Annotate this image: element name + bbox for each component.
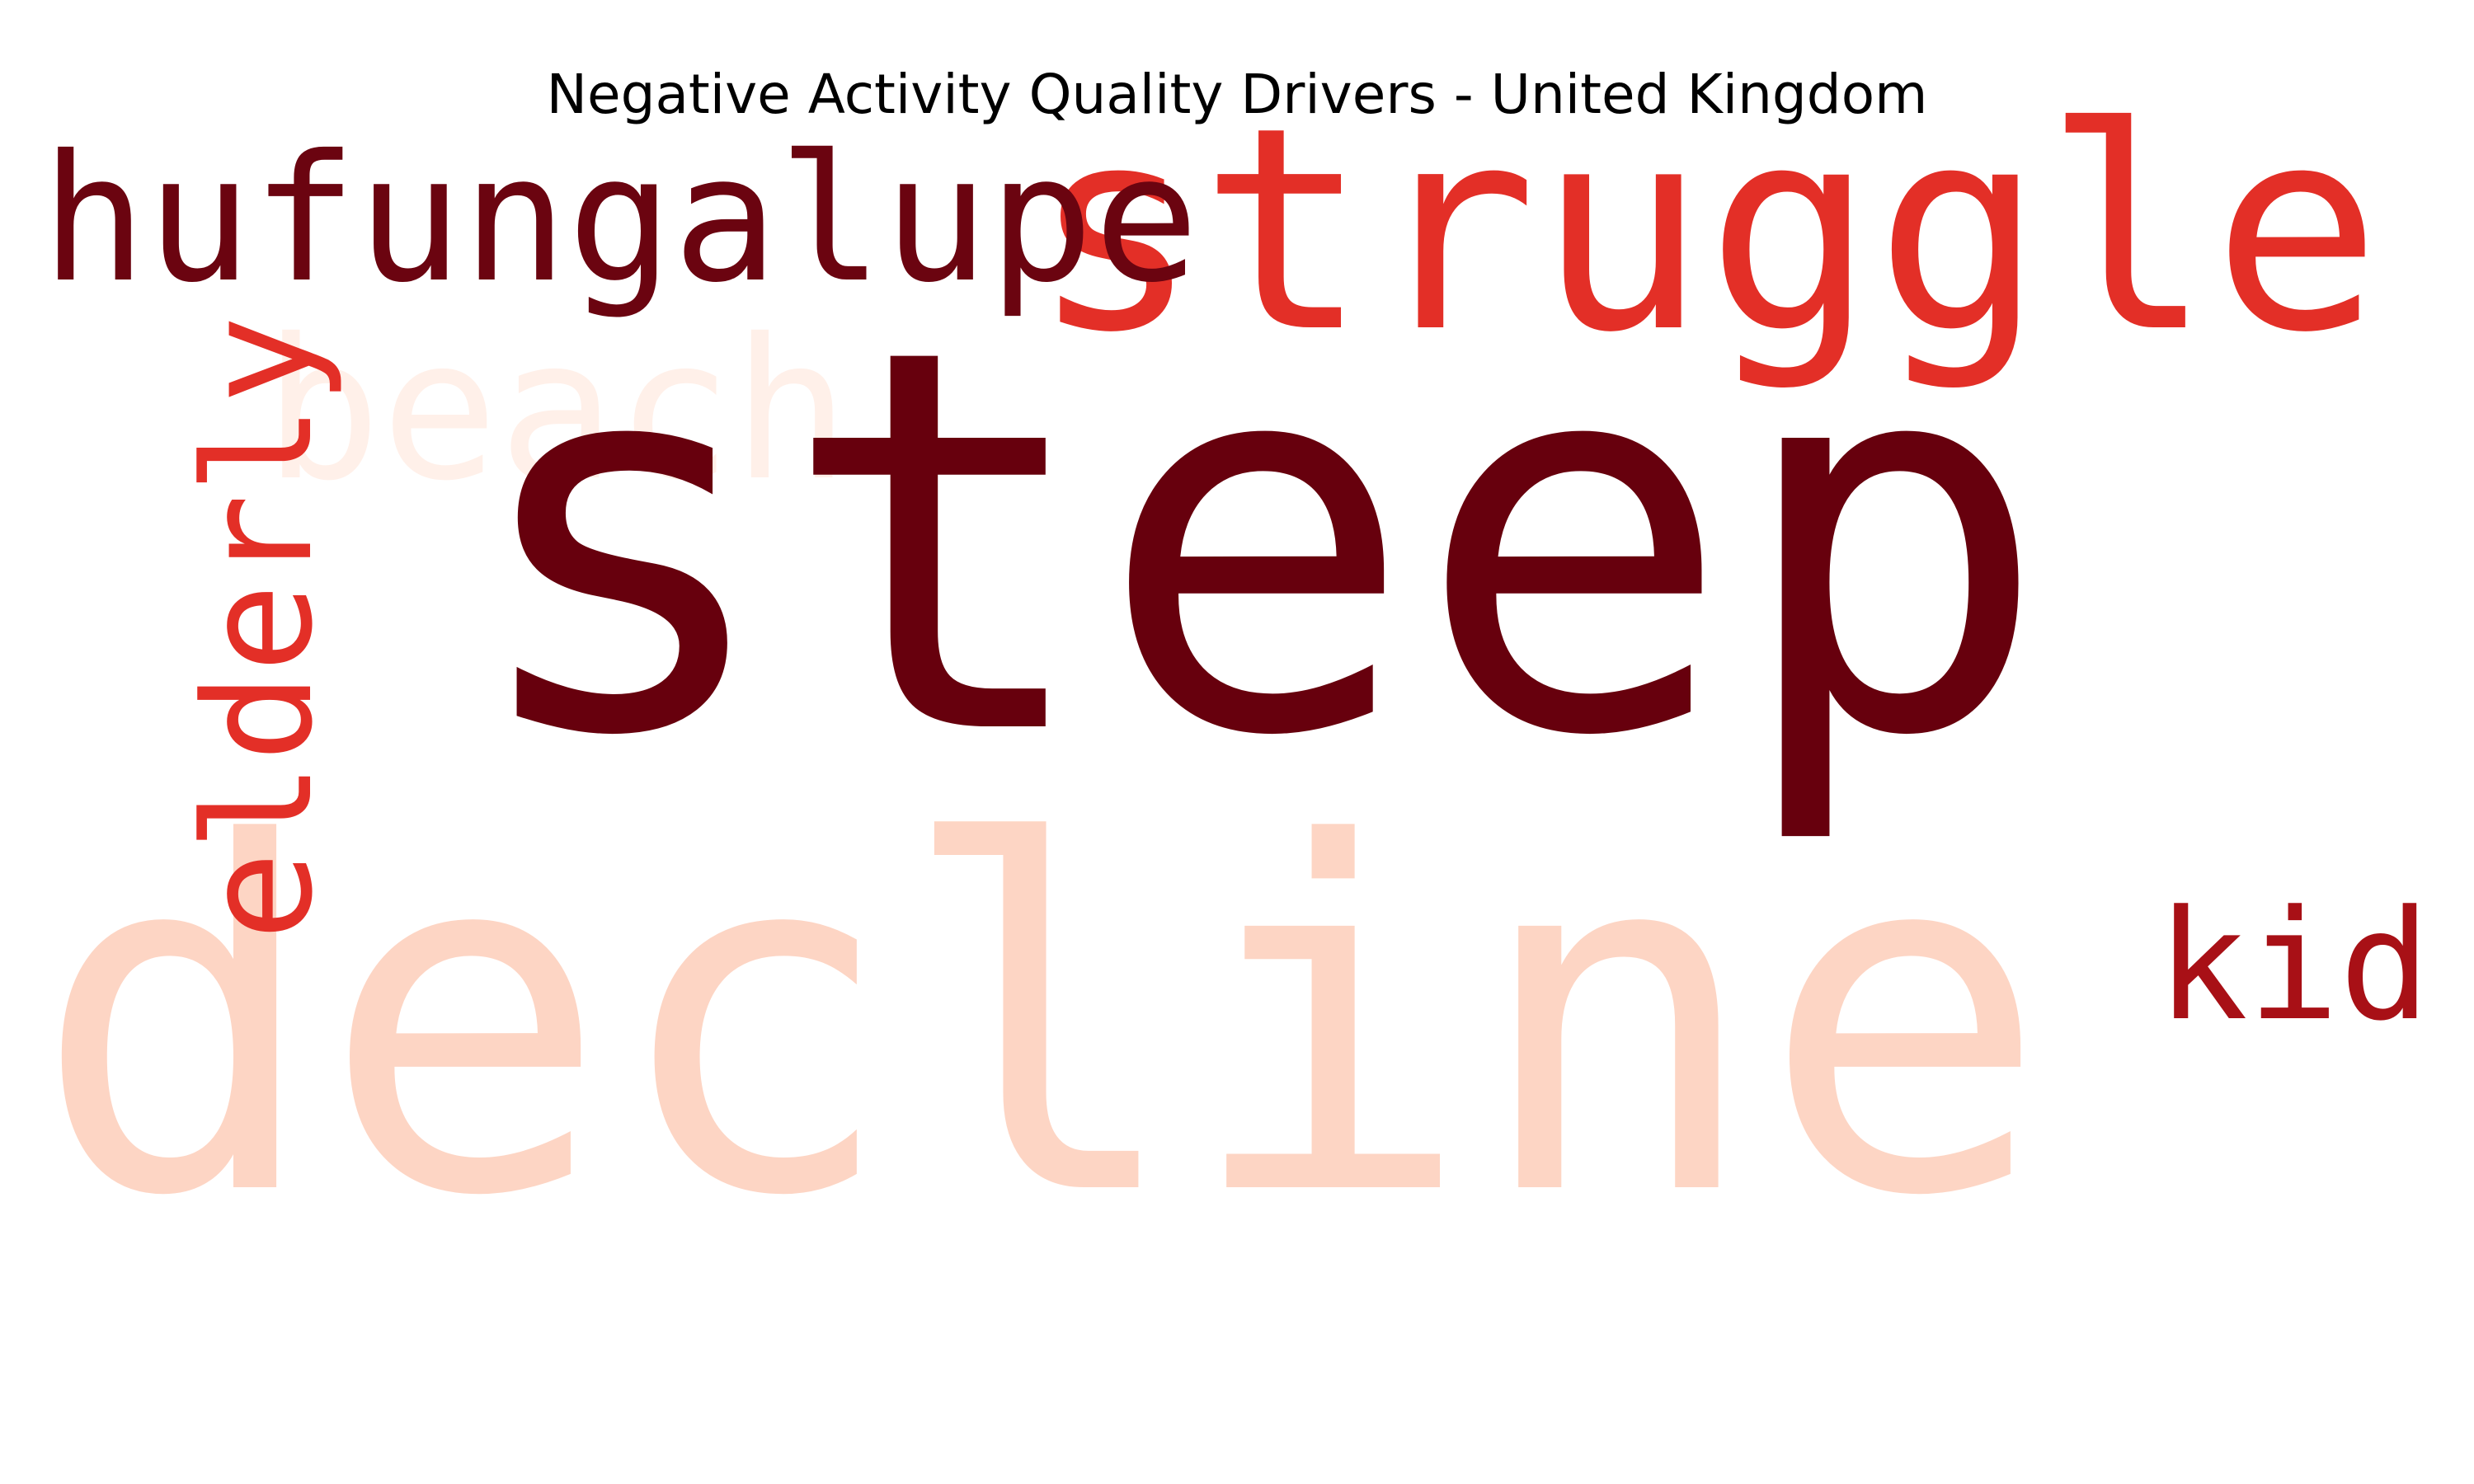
word-kid: kid [2157,878,2431,1054]
word-decline: decline [33,744,2049,1300]
word-steep: steep [462,237,2051,851]
word-struggle: struggle [1031,68,2382,394]
chart-title: Negative Activity Quality Drivers - Unit… [546,63,1928,126]
word-elderly: elderly [173,315,346,941]
word-beach: beach [264,297,850,524]
word-hufungalupe: hufungalupe [41,117,1199,321]
